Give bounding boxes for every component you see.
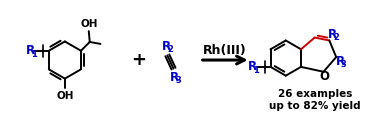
Text: 2: 2 xyxy=(333,33,339,42)
Text: R: R xyxy=(328,28,337,41)
Text: R: R xyxy=(336,55,345,69)
Text: OH: OH xyxy=(80,19,98,29)
Text: 2: 2 xyxy=(167,45,173,54)
Text: 3: 3 xyxy=(341,60,347,69)
Text: 3: 3 xyxy=(175,76,181,85)
Text: 1: 1 xyxy=(31,50,37,59)
Text: R: R xyxy=(26,44,35,57)
Text: R: R xyxy=(170,71,179,84)
Text: 26 examples
up to 82% yield: 26 examples up to 82% yield xyxy=(269,89,361,111)
Text: 1: 1 xyxy=(253,66,259,75)
Text: +: + xyxy=(131,51,146,69)
Text: R: R xyxy=(248,60,257,73)
Text: R: R xyxy=(162,40,171,53)
Text: Rh(III): Rh(III) xyxy=(203,44,247,57)
Text: O: O xyxy=(319,70,330,83)
Text: OH: OH xyxy=(56,91,74,101)
